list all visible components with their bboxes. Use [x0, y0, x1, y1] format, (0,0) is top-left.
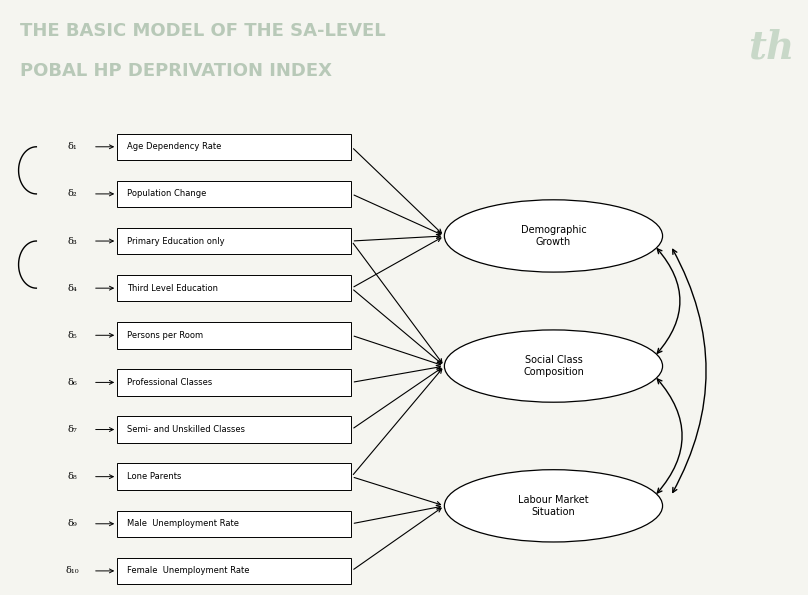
- Text: δ₅: δ₅: [68, 331, 78, 340]
- Bar: [117, 322, 351, 349]
- Text: Male  Unemployment Rate: Male Unemployment Rate: [127, 519, 239, 528]
- Text: Female  Unemployment Rate: Female Unemployment Rate: [127, 566, 250, 575]
- Text: δ₁: δ₁: [68, 142, 78, 151]
- Text: δ₃: δ₃: [68, 237, 78, 246]
- Bar: [117, 464, 351, 490]
- Text: Labour Market
Situation: Labour Market Situation: [518, 495, 589, 516]
- Bar: [117, 369, 351, 396]
- Text: δ₉: δ₉: [68, 519, 78, 528]
- Text: Semi- and Unskilled Classes: Semi- and Unskilled Classes: [127, 425, 245, 434]
- Text: δ₈: δ₈: [68, 472, 78, 481]
- Text: Professional Classes: Professional Classes: [127, 378, 213, 387]
- Ellipse shape: [444, 200, 663, 272]
- Text: δ₄: δ₄: [68, 284, 78, 293]
- Text: th: th: [748, 28, 795, 66]
- Text: δ₇: δ₇: [68, 425, 78, 434]
- Text: Demographic
Growth: Demographic Growth: [520, 225, 587, 247]
- Text: Lone Parents: Lone Parents: [127, 472, 181, 481]
- Text: Primary Education only: Primary Education only: [127, 237, 225, 246]
- Text: δ₂: δ₂: [68, 189, 78, 198]
- Ellipse shape: [444, 469, 663, 542]
- Text: Social Class
Composition: Social Class Composition: [523, 355, 584, 377]
- Bar: [117, 275, 351, 302]
- Ellipse shape: [444, 330, 663, 402]
- Text: Population Change: Population Change: [127, 189, 206, 198]
- Bar: [117, 416, 351, 443]
- Text: THE BASIC MODEL OF THE SA-LEVEL: THE BASIC MODEL OF THE SA-LEVEL: [20, 23, 386, 40]
- Bar: [117, 511, 351, 537]
- Bar: [117, 228, 351, 254]
- Text: δ₁₀: δ₁₀: [66, 566, 79, 575]
- Text: δ₆: δ₆: [68, 378, 78, 387]
- Text: POBAL HP DEPRIVATION INDEX: POBAL HP DEPRIVATION INDEX: [20, 62, 332, 80]
- Text: Third Level Education: Third Level Education: [127, 284, 218, 293]
- Bar: [117, 558, 351, 584]
- Bar: [117, 181, 351, 207]
- Bar: [117, 133, 351, 160]
- Text: Persons per Room: Persons per Room: [127, 331, 203, 340]
- Text: Age Dependency Rate: Age Dependency Rate: [127, 142, 221, 151]
